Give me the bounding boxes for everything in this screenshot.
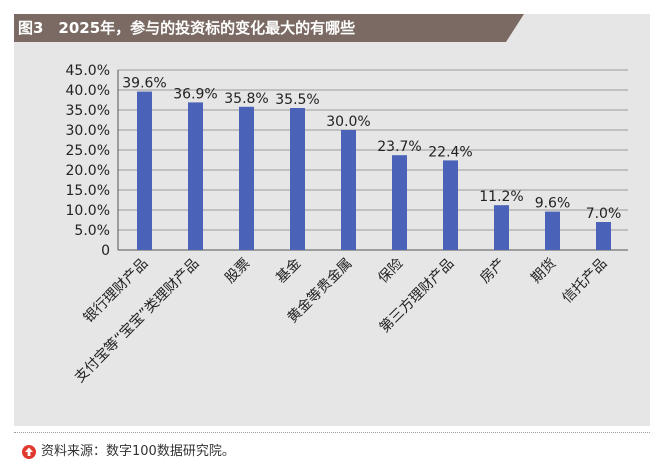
data-label: 11.2% bbox=[479, 189, 523, 205]
data-label: 39.6% bbox=[122, 76, 166, 92]
y-tick-label: 45.0% bbox=[66, 63, 110, 79]
x-category-label: 房产 bbox=[477, 256, 508, 287]
y-tick-label: 10.0% bbox=[66, 203, 110, 219]
data-label: 9.6% bbox=[535, 196, 571, 212]
data-label: 35.5% bbox=[275, 92, 319, 108]
header-banner-shape bbox=[14, 14, 524, 42]
chart-panel bbox=[14, 14, 650, 426]
y-tick-label: 35.0% bbox=[66, 103, 110, 119]
y-tick-label: 25.0% bbox=[66, 143, 110, 159]
x-category-label: 信托产品 bbox=[559, 256, 610, 307]
y-tick-label: 30.0% bbox=[66, 123, 110, 139]
bar-chart: 0 5.0% 10.0% 15.0% 20.0% 25.0% 30.0% 35.0% 40.0%… bbox=[66, 63, 628, 386]
data-label: 7.0% bbox=[586, 206, 622, 222]
data-label: 36.9% bbox=[173, 86, 217, 102]
y-tick-label: 40.0% bbox=[66, 83, 110, 99]
chart-title: 图3 2025年，参与的投资标的变化最大的有哪些 bbox=[18, 19, 356, 37]
footer-divider bbox=[14, 432, 650, 433]
up-arrow-circle-icon bbox=[22, 445, 36, 459]
data-label: 22.4% bbox=[428, 144, 472, 160]
x-category-label: 基金 bbox=[273, 255, 305, 287]
y-tick-label: 20.0% bbox=[66, 163, 110, 179]
data-label: 35.8% bbox=[224, 91, 268, 107]
header-banner bbox=[14, 14, 524, 42]
bar bbox=[341, 130, 356, 250]
y-tick-label: 15.0% bbox=[66, 183, 110, 199]
bar bbox=[494, 205, 509, 250]
bar bbox=[188, 102, 203, 251]
x-category-label: 股票 bbox=[222, 256, 253, 287]
data-label: 30.0% bbox=[326, 114, 370, 130]
y-tick-label: 0 bbox=[101, 243, 110, 259]
bar bbox=[137, 91, 152, 250]
source-text: 资料来源：数字100数据研究院。 bbox=[41, 444, 235, 459]
bar bbox=[545, 211, 560, 250]
bar bbox=[443, 160, 458, 250]
data-label: 23.7% bbox=[377, 139, 421, 155]
y-tick-label: 5.0% bbox=[74, 223, 110, 239]
bar bbox=[239, 106, 254, 250]
bar bbox=[596, 222, 611, 250]
x-category-label: 期货 bbox=[528, 255, 560, 287]
x-category-label: 保险 bbox=[375, 256, 406, 287]
bar bbox=[290, 108, 305, 250]
source-note: 资料来源：数字100数据研究院。 bbox=[22, 442, 235, 462]
bar bbox=[392, 155, 407, 250]
